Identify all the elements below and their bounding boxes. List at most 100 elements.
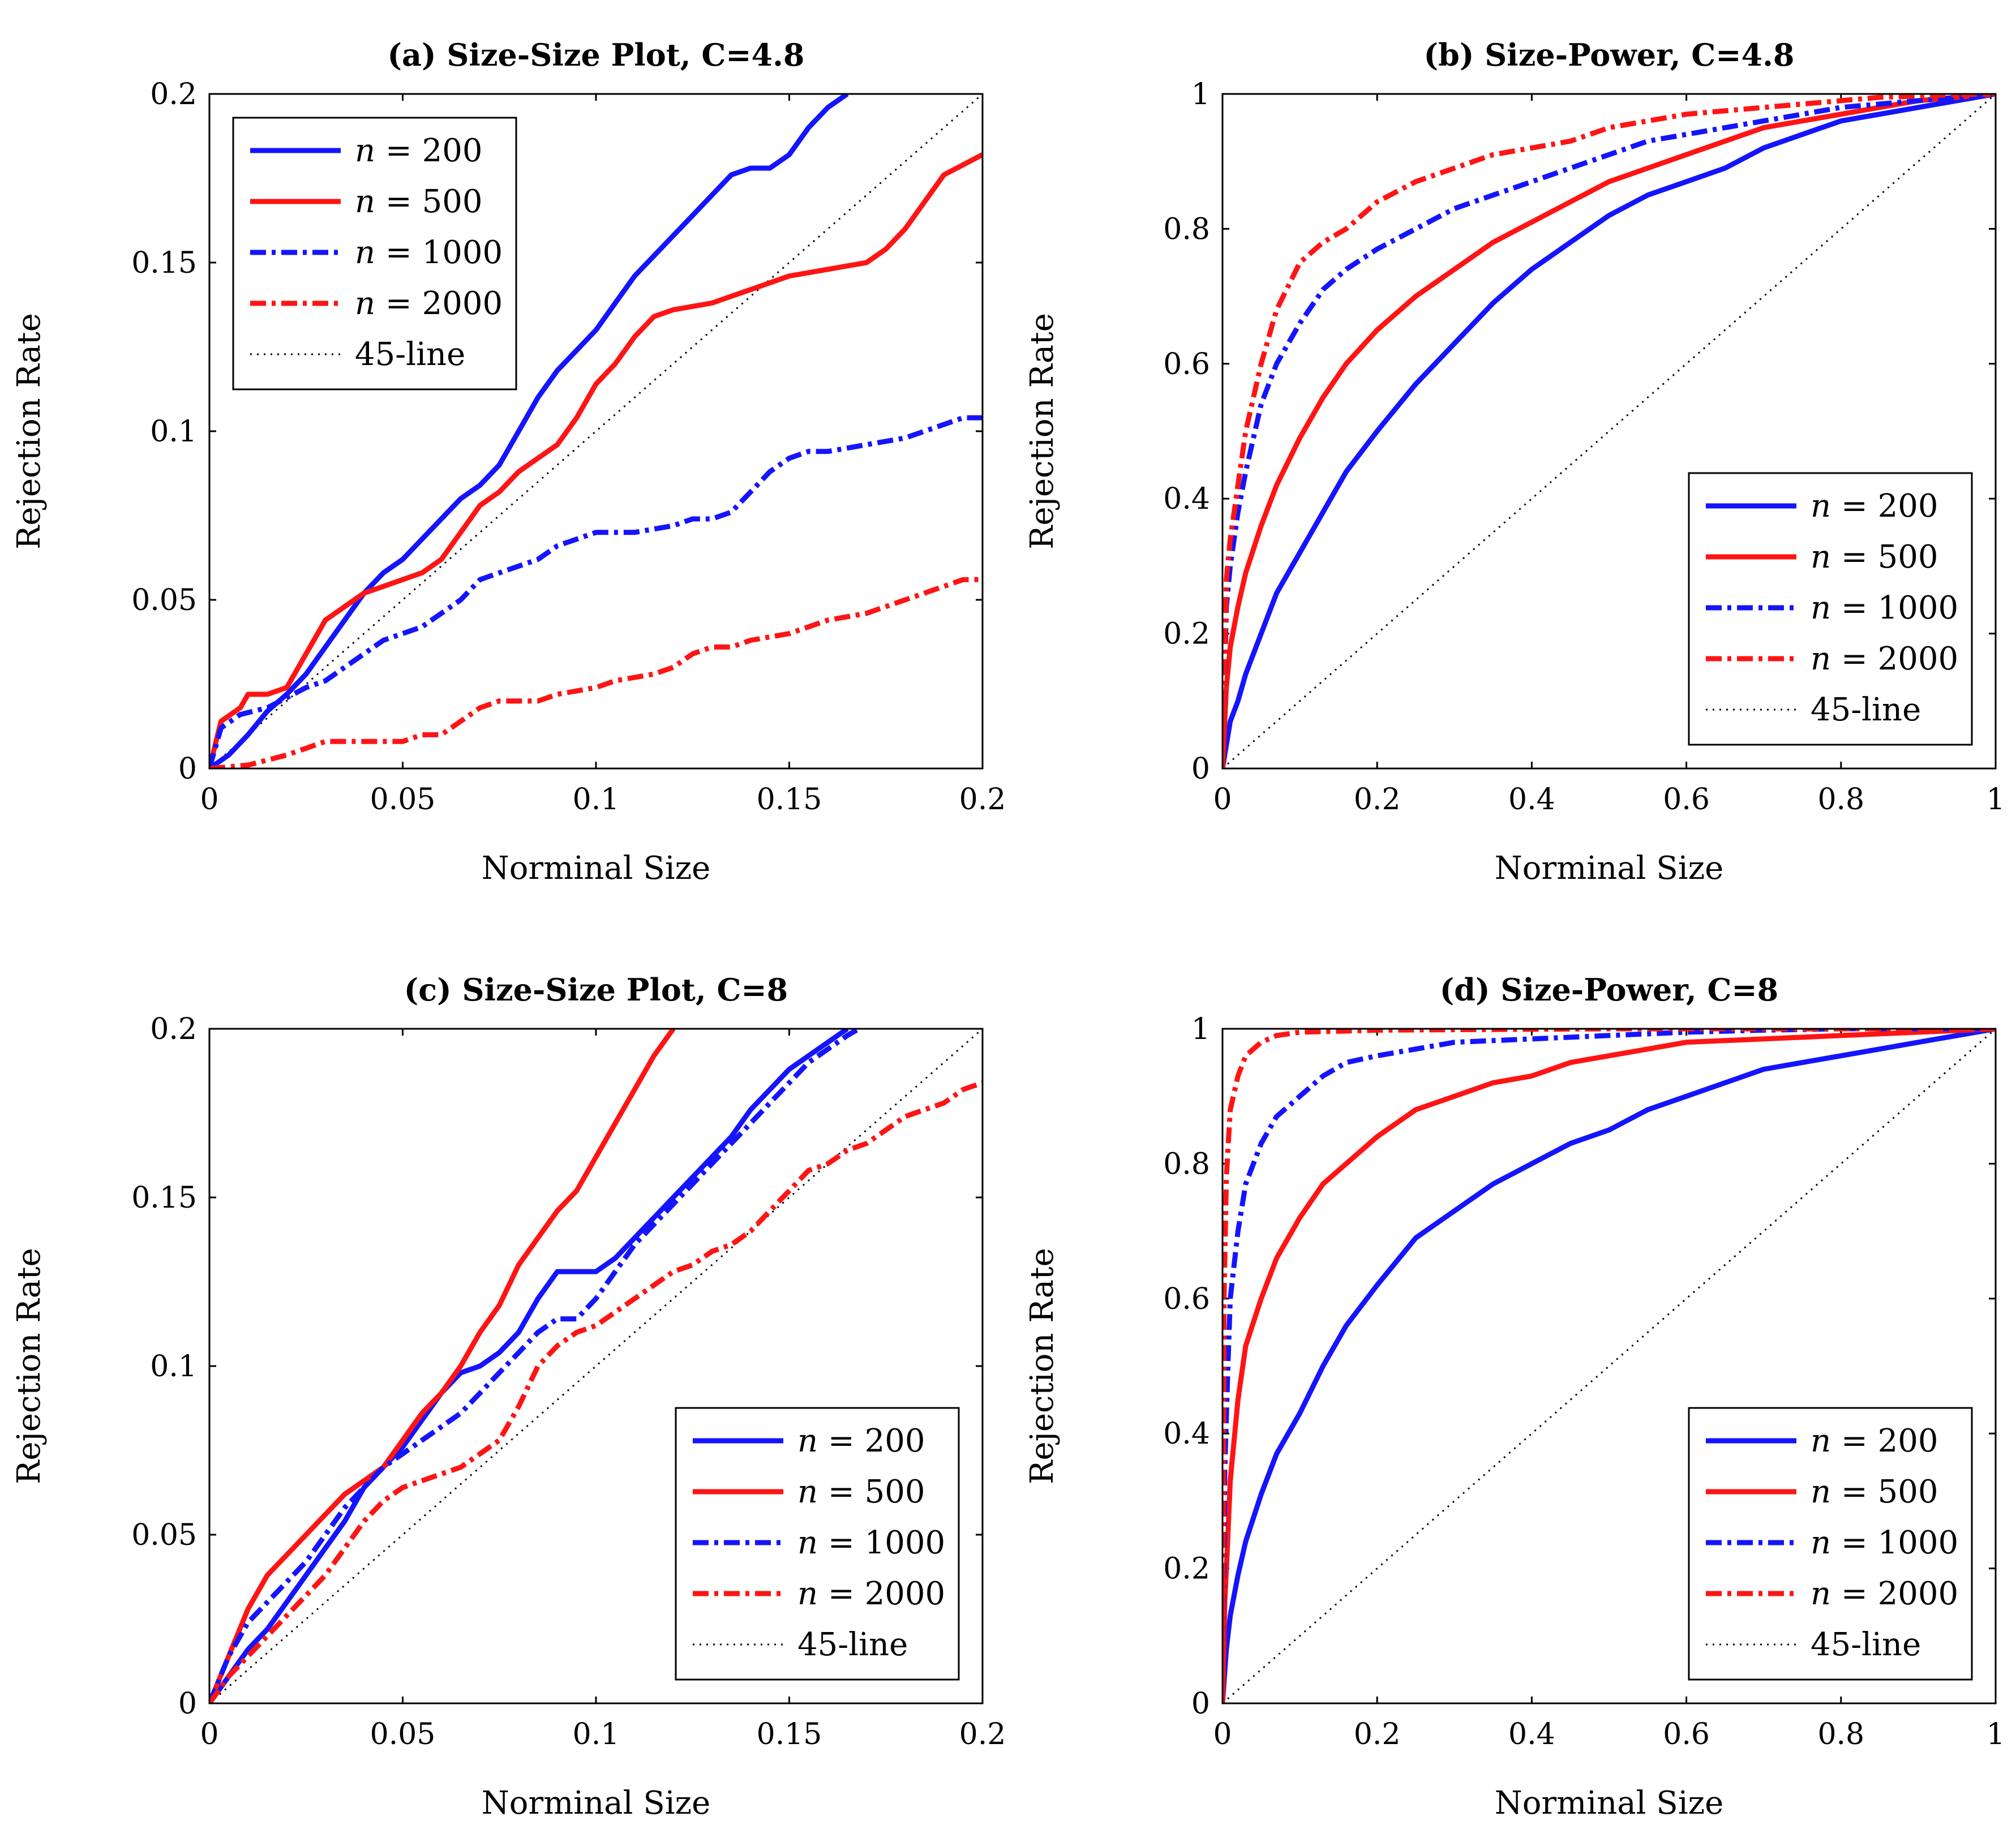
- y-tick-label: 0: [178, 1687, 197, 1721]
- legend-entry: n = 1000: [1811, 1525, 1958, 1561]
- x-tick-label: 0: [200, 783, 218, 817]
- series-line-n-200: [1223, 94, 1996, 768]
- series-line-n-2000: [209, 577, 983, 768]
- x-tick-label: 0.8: [1817, 1717, 1864, 1751]
- legend-label: = 1000: [375, 234, 503, 271]
- x-tick-label: 1: [1986, 1717, 2005, 1751]
- series-line-n-2000: [209, 1080, 983, 1703]
- x-tick-label: 1: [1986, 783, 2005, 817]
- x-axis-label: Norminal Size: [482, 1785, 711, 1822]
- legend-entry: n = 500: [1811, 539, 1938, 576]
- legend-label: = 500: [375, 183, 482, 220]
- x-tick-label: 0.05: [370, 1717, 436, 1751]
- y-tick-label: 1: [1191, 1012, 1210, 1046]
- legend-entry: 45-line: [1811, 1626, 1921, 1663]
- legend-entry: n = 200: [1811, 1423, 1938, 1459]
- y-tick-label: 0.8: [1163, 212, 1210, 246]
- y-tick-label: 0.05: [131, 583, 197, 617]
- x-tick-label: 0.15: [757, 1717, 822, 1751]
- legend-entry: n = 2000: [1811, 1575, 1958, 1612]
- x-axis-label: Norminal Size: [482, 850, 711, 887]
- legend-label: = 1000: [1831, 1525, 1958, 1561]
- y-tick-label: 0: [178, 752, 197, 786]
- legend-entry: n = 2000: [797, 1575, 945, 1612]
- legend: n = 200 n = 500 n = 1000 n = 2000 45-line: [1688, 472, 1973, 746]
- x-tick-label: 0.8: [1817, 783, 1864, 817]
- legend-label: = 500: [1831, 1474, 1938, 1510]
- y-tick-label: 0.1: [150, 1350, 197, 1384]
- series-line-n-1000: [1223, 94, 1996, 768]
- legend-label: = 2000: [375, 285, 503, 322]
- legend-entry: 45-line: [1811, 692, 1921, 728]
- legend-var: n: [797, 1423, 818, 1459]
- x-tick-label: 0.2: [959, 783, 1006, 817]
- legend-entry: 45-line: [797, 1626, 908, 1663]
- legend-entry: n = 200: [1811, 488, 1938, 525]
- y-tick-label: 1: [1191, 78, 1210, 111]
- legend-entry: n = 1000: [797, 1525, 945, 1561]
- x-tick-label: 0.05: [370, 783, 436, 817]
- series-line-n-200: [209, 94, 849, 768]
- legend-box: [675, 1407, 960, 1681]
- panel-3: (d) Size-Power, C=8 Norminal Size Rejectio…: [1024, 972, 2005, 1822]
- y-tick-label: 0.2: [150, 78, 197, 111]
- legend-label: = 200: [375, 132, 482, 169]
- series-line-n-200: [1223, 1029, 1996, 1703]
- y-tick-label: 0.2: [1163, 1552, 1210, 1586]
- legend-var: n: [1811, 1575, 1831, 1612]
- series-line-n-500: [209, 1029, 676, 1703]
- series-line-n-1000: [209, 415, 983, 768]
- x-tick-label: 0.1: [573, 1717, 620, 1751]
- y-tick-label: 0.1: [150, 415, 197, 449]
- plot-frame: [1221, 1028, 1997, 1704]
- legend-label: = 2000: [1831, 641, 1958, 677]
- x-tick-label: 0: [200, 1717, 218, 1751]
- x-tick-label: 0: [1213, 1717, 1232, 1751]
- legend-var: n: [1811, 641, 1831, 677]
- x-tick-label: 0.1: [573, 783, 620, 817]
- legend-var: n: [1811, 488, 1831, 525]
- x-tick-label: 0.4: [1508, 1717, 1555, 1751]
- series-line-45-line: [209, 1029, 983, 1703]
- legend-entry: n = 500: [797, 1474, 925, 1510]
- plot-frame: [208, 93, 984, 770]
- series-line-45-line: [1223, 1029, 1996, 1703]
- legend-label: 45-line: [355, 336, 465, 373]
- legend-box: [232, 117, 517, 390]
- legend-label: = 2000: [818, 1575, 945, 1612]
- series-line-n-1000: [1223, 1029, 1996, 1703]
- x-tick-label: 0.2: [1354, 783, 1401, 817]
- y-axis-label: Rejection Rate: [1024, 313, 1061, 549]
- x-tick-label: 0.4: [1508, 783, 1555, 817]
- legend-entry: n = 200: [355, 132, 483, 169]
- series-line-45-line: [209, 94, 983, 768]
- y-tick-label: 0.15: [131, 246, 197, 280]
- legend-var: n: [1811, 1474, 1831, 1510]
- legend-label: = 200: [1831, 488, 1938, 525]
- plot-frame: [1221, 93, 1997, 770]
- plot-frame: [208, 1028, 984, 1704]
- legend-entry: n = 500: [1811, 1474, 1938, 1510]
- x-tick-label: 0: [1213, 783, 1232, 817]
- chart-title: (c) Size-Size Plot, C=8: [404, 972, 788, 1008]
- legend-box: [1688, 1407, 1973, 1681]
- chart-title: (b) Size-Power, C=4.8: [1424, 37, 1795, 73]
- legend-var: n: [1811, 1423, 1831, 1459]
- legend-label: = 200: [1831, 1423, 1938, 1459]
- series-line-n-2000: [1223, 1029, 1996, 1703]
- legend-var: n: [797, 1575, 818, 1612]
- legend-box: [1688, 472, 1973, 746]
- y-tick-label: 0.6: [1163, 1282, 1210, 1316]
- legend-entry: n = 1000: [1811, 590, 1958, 626]
- series-line-n-500: [209, 152, 983, 768]
- legend-var: n: [355, 234, 375, 271]
- x-axis-label: Norminal Size: [1495, 1785, 1724, 1822]
- y-axis-label: Rejection Rate: [11, 1248, 48, 1484]
- x-tick-label: 0.6: [1663, 783, 1710, 817]
- y-tick-label: 0.05: [131, 1518, 197, 1552]
- x-axis-label: Norminal Size: [1495, 850, 1724, 887]
- chart-title: (d) Size-Power, C=8: [1440, 972, 1779, 1008]
- y-tick-label: 0.2: [150, 1012, 197, 1046]
